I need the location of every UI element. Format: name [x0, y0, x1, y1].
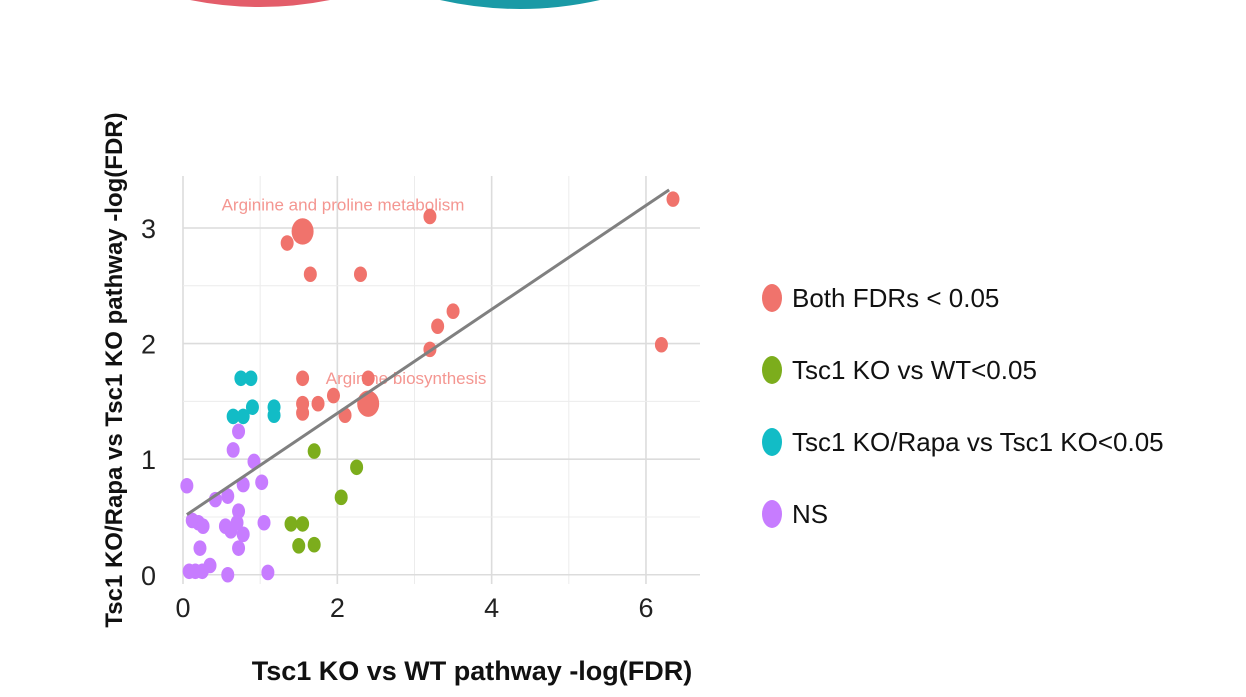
- x-tick-label-0: 0: [175, 593, 190, 623]
- point-both: [291, 218, 314, 245]
- point-rapa: [245, 399, 259, 415]
- point-both: [446, 303, 460, 320]
- legend-label-both: Both FDRs < 0.05: [792, 282, 1000, 313]
- point-ns: [255, 474, 269, 491]
- legend-item-ns: NS: [762, 478, 1164, 550]
- point-both: [666, 191, 680, 207]
- legend-label-rapa: Tsc1 KO/Rapa vs Tsc1 KO<0.05: [792, 426, 1164, 457]
- point-both: [296, 370, 310, 387]
- point-both: [361, 370, 375, 387]
- point-both: [654, 336, 668, 353]
- legend-label-ns: NS: [792, 498, 829, 529]
- annotation-arginine-proline: Arginine and proline metabolism: [222, 196, 465, 215]
- legend-key-ko-vs-wt: [762, 356, 782, 384]
- point-ko-vs-wt: [307, 443, 321, 459]
- point-rapa: [236, 408, 250, 425]
- point-both: [311, 395, 325, 412]
- point-ko-vs-wt: [334, 489, 348, 506]
- legend-item-ko-vs-wt: Tsc1 KO vs WT<0.05: [762, 334, 1164, 406]
- point-both: [296, 405, 310, 421]
- legend-key-ns: [762, 500, 782, 528]
- point-ns: [232, 503, 246, 519]
- data-points: [180, 191, 680, 583]
- point-ns: [195, 563, 209, 580]
- point-ns: [232, 423, 246, 440]
- x-tick-labels: 0 2 4 6: [175, 593, 653, 623]
- point-both: [423, 208, 437, 225]
- point-ko-vs-wt: [292, 538, 306, 554]
- point-both: [303, 266, 317, 283]
- point-ns: [208, 491, 222, 508]
- point-ko-vs-wt: [307, 536, 321, 553]
- point-rapa: [267, 407, 281, 424]
- point-ns: [247, 453, 261, 470]
- legend: Both FDRs < 0.05 Tsc1 KO vs WT<0.05 Tsc1…: [762, 262, 1164, 550]
- point-ko-vs-wt: [350, 459, 364, 476]
- x-tick-label-2: 2: [330, 593, 345, 623]
- y-tick-label-0: 0: [141, 561, 156, 591]
- point-both: [280, 235, 294, 251]
- point-both: [326, 387, 340, 404]
- point-ns: [221, 488, 235, 504]
- legend-item-both: Both FDRs < 0.05: [762, 262, 1164, 334]
- y-tick-label-2: 2: [141, 330, 156, 360]
- point-rapa: [244, 370, 258, 387]
- point-both: [357, 390, 380, 417]
- top-teal-arc: [440, 0, 600, 9]
- y-tick-label-1: 1: [141, 445, 156, 475]
- annotations: Arginine and proline metabolism Arginine…: [222, 196, 487, 388]
- y-tick-labels: 0 1 2 3: [141, 214, 156, 591]
- legend-key-rapa: [762, 428, 782, 456]
- legend-item-rapa: Tsc1 KO/Rapa vs Tsc1 KO<0.05: [762, 406, 1164, 478]
- y-axis-label: Tsc1 KO/Rapa vs Tsc1 KO pathway -log(FDR…: [101, 112, 128, 627]
- x-tick-label-6: 6: [638, 593, 653, 623]
- y-tick-label-3: 3: [141, 214, 156, 244]
- point-both: [353, 266, 367, 283]
- annotation-arginine-biosynthesis: Arginine biosynthesis: [326, 369, 487, 388]
- point-ns: [236, 526, 250, 543]
- point-ns: [193, 540, 207, 556]
- legend-label-ko-vs-wt: Tsc1 KO vs WT<0.05: [792, 354, 1037, 385]
- x-tick-label-4: 4: [484, 593, 499, 623]
- top-red-arc: [190, 0, 330, 7]
- top-decorative-shapes: [190, 0, 600, 9]
- point-ko-vs-wt: [284, 516, 298, 532]
- point-ns: [230, 514, 244, 531]
- point-rapa: [226, 408, 240, 425]
- trend-line: [186, 188, 670, 516]
- point-ns: [196, 518, 210, 535]
- point-ns: [226, 442, 240, 458]
- point-ns: [261, 564, 275, 581]
- point-ns: [180, 477, 194, 494]
- point-ns: [221, 566, 235, 583]
- point-ns: [232, 540, 246, 556]
- x-axis-label: Tsc1 KO vs WT pathway -log(FDR): [252, 656, 693, 686]
- point-ns: [257, 514, 271, 531]
- point-both: [431, 318, 445, 335]
- legend-key-both: [762, 284, 782, 312]
- point-rapa: [234, 370, 248, 387]
- point-ko-vs-wt: [296, 516, 310, 532]
